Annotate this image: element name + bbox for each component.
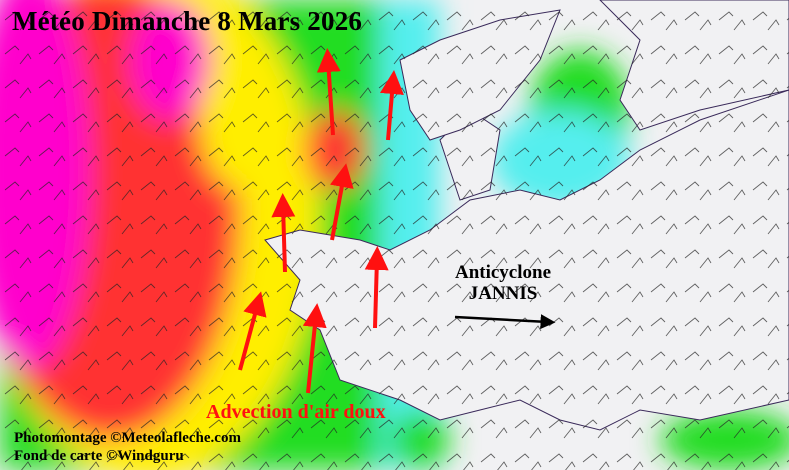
red-arrow [316,48,341,136]
advection-arrows [238,48,404,394]
red-arrow [271,193,296,273]
page-title: Météo Dimanche 8 Mars 2026 [12,6,363,36]
red-arrow [364,246,389,329]
anticyclone-label: Anticyclone JANNIS [432,262,574,304]
red-arrow [302,303,327,394]
anticyclone-arrow [454,314,556,330]
red-arrow [330,163,354,241]
anticyclone-line1: Anticyclone [454,262,552,283]
red-arrow [380,70,404,141]
photomontage-credit: Photomontage ©Meteolafleche.com [14,430,241,446]
basemap-credit: Fond de carte ©Windguru [14,448,184,464]
advection-label: Advection d'air doux [206,401,386,423]
anticyclone-line2: JANNIS [468,283,538,304]
red-arrow [238,291,267,371]
